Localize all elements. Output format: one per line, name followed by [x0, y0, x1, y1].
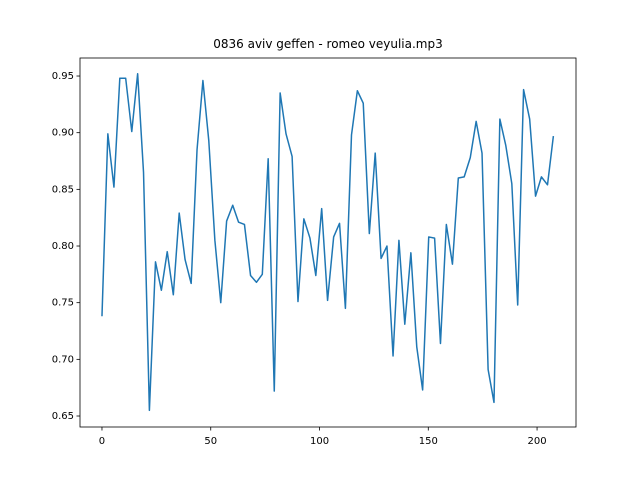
y-tick-label: 0.75: [52, 298, 74, 309]
line: [101, 73, 555, 412]
x-tick-label: 200: [528, 436, 547, 447]
y-tick-label: 0.85: [52, 184, 74, 195]
y-tick-label: 0.65: [52, 411, 74, 422]
y-tick-label: 0.90: [52, 128, 74, 139]
x-tick-label: 50: [204, 436, 217, 447]
axes-frame: [79, 57, 577, 428]
chart-title: 0836 aviv geffen - romeo veyulia.mp3: [213, 37, 442, 51]
x-tick-label: 100: [310, 436, 329, 447]
y-tick-label: 0.95: [52, 71, 74, 82]
x-tick-label: 0: [99, 436, 105, 447]
y-tick-label: 0.70: [52, 354, 74, 365]
x-tick-label: 150: [419, 436, 438, 447]
y-tick-label: 0.80: [52, 241, 74, 252]
